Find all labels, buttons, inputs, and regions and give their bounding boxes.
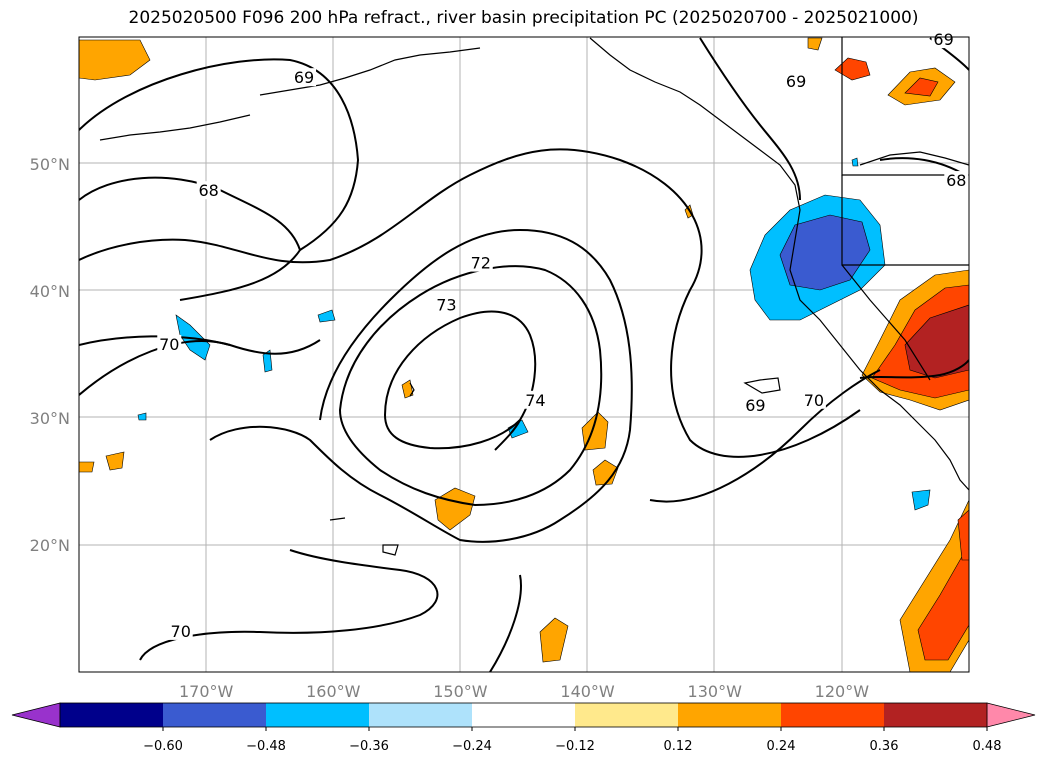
precip-blob [79,39,151,81]
contour-line [649,369,881,503]
precip-blob [904,304,969,379]
contour-label-bg [196,181,221,200]
contour-label-bg [784,71,809,90]
precip-positive-shading [79,37,969,672]
precip-blob [911,489,931,511]
lat-tick-label: 30°N [30,409,70,428]
colorbar-box [266,703,370,727]
precip-blob [957,509,969,561]
precip-blob [137,412,147,421]
colorbar-tick-label: 0.36 [870,739,899,754]
contour-line [209,228,633,543]
precip-blob [917,544,969,661]
contour-label: 70 [171,622,191,641]
colorbar-frame [59,702,988,728]
contour-label: 70 [804,391,824,410]
colorbar-box [781,703,885,727]
contour-label: 69 [933,30,953,49]
precip-blob [105,451,125,471]
contour-label: 74 [525,391,545,410]
lon-tick-label: 120°W [815,682,870,701]
contour-label: 68 [946,171,966,190]
contour-line [699,37,801,201]
contour-line [79,58,360,251]
colorbar-box [884,703,988,727]
precip-blob [79,461,95,473]
colorbar-box [163,703,267,727]
contour-line [383,310,537,450]
contour-label-bg [292,68,317,87]
colorbar-tick-label: 0.24 [767,739,796,754]
colorbar-box [575,703,679,727]
colorbar-box [369,703,473,727]
contour-labels: 69 68 70 70 72 73 74 69 70 69 69 68 [157,30,969,641]
contour-label: 72 [471,254,491,273]
colorbar-tick-label: −0.24 [452,739,492,754]
lon-tick-label: 130°W [688,682,743,701]
contour-label: 69 [294,68,314,87]
contour-label-bg [434,295,459,314]
precip-blob [592,459,619,486]
colorbar-box [60,703,164,727]
lon-tick-label: 140°W [560,682,615,701]
precip-blob [539,617,569,663]
contour-line [338,265,603,507]
contour-label-bg [168,621,193,640]
lon-tick-label: 150°W [433,682,488,701]
colorbar-tick-label: −0.60 [143,739,183,754]
colorbar-box [472,703,576,727]
contour-label: 68 [199,181,219,200]
colorbar-tick-label: −0.12 [555,739,595,754]
colorbar-tick-label: 0.12 [664,739,693,754]
colorbar-extend-high [986,702,1036,728]
contour-line [79,176,302,301]
lon-tick-label: 160°W [306,682,361,701]
longitude-tick-labels: 170°W 160°W 150°W 140°W 130°W 120°W [179,682,869,701]
contour-label-bg [801,390,826,409]
contour-label-bg [944,171,969,190]
contour-label-bg [931,30,956,49]
contour-label: 69 [745,396,765,415]
lat-tick-label: 40°N [30,282,70,301]
lon-tick-label: 170°W [179,682,234,701]
lat-tick-label: 20°N [30,536,70,555]
contour-line [879,157,966,176]
colorbar-tick-label: 0.48 [973,739,1002,754]
contour-label: 69 [786,72,806,91]
contour-line [489,574,522,672]
colorbar-box [678,703,782,727]
coastlines [99,37,969,556]
precip-blob [834,57,871,81]
plot-frame [78,36,970,673]
colorbar-tick-label: −0.48 [246,739,286,754]
lat-tick-label: 50°N [30,155,70,174]
contour-line [494,419,521,451]
precip-blob [262,349,273,373]
precip-blob [317,309,336,323]
contour-label-bg [743,395,768,414]
colorbar: −0.60 −0.48 −0.36 −0.24 −0.12 0.12 0.24 0.36 0.4… [11,702,1036,754]
contour-label: 70 [159,335,179,354]
contour-label-bg [468,253,493,272]
precip-blob [904,77,939,97]
contour-label-bg [157,334,182,353]
contour-line [139,549,439,661]
contour-label-bg [523,390,548,409]
contour-line [79,148,861,458]
plot-area [79,37,969,672]
colorbar-extend-low [11,702,61,728]
contour-line [859,359,969,379]
contour-line [79,340,231,396]
colorbar-tick-label: −0.36 [349,739,389,754]
contour-label: 73 [436,296,456,315]
map-title: 2025020500 F096 200 hPa refract., river … [128,8,919,28]
precip-blob [851,157,859,167]
precip-blob [807,37,823,51]
latitude-tick-labels: 50°N 40°N 30°N 20°N [30,155,70,555]
